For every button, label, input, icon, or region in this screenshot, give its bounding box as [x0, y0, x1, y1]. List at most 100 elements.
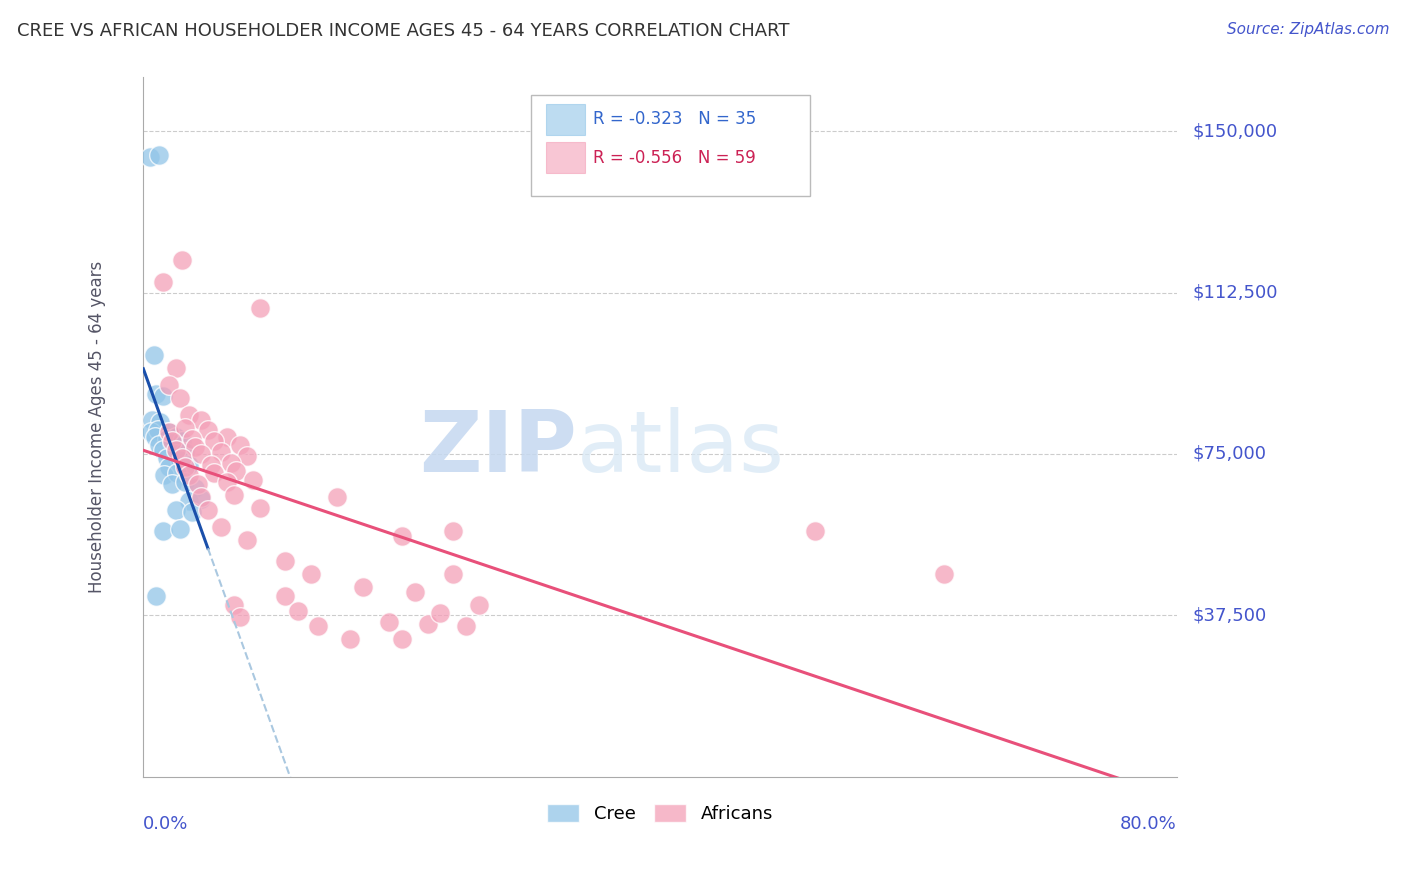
- Text: ZIP: ZIP: [419, 407, 578, 490]
- Point: [249, 301, 271, 315]
- Point: [148, 148, 170, 162]
- Point: [172, 434, 194, 448]
- Point: [173, 459, 195, 474]
- Point: [222, 488, 245, 502]
- Point: [169, 391, 191, 405]
- Point: [217, 475, 239, 489]
- Point: [181, 505, 204, 519]
- Point: [173, 421, 195, 435]
- Text: Source: ZipAtlas.com: Source: ZipAtlas.com: [1226, 22, 1389, 37]
- Point: [177, 494, 200, 508]
- Point: [143, 430, 166, 444]
- Text: R = -0.323   N = 35: R = -0.323 N = 35: [593, 111, 756, 128]
- Point: [326, 490, 349, 504]
- Text: atlas: atlas: [578, 407, 786, 490]
- Point: [173, 475, 195, 489]
- Point: [145, 589, 167, 603]
- Point: [149, 415, 172, 429]
- Point: [441, 524, 464, 539]
- Point: [229, 438, 252, 452]
- Point: [165, 360, 187, 375]
- Point: [225, 464, 247, 478]
- Point: [429, 606, 451, 620]
- Point: [155, 451, 177, 466]
- Point: [249, 500, 271, 515]
- FancyBboxPatch shape: [547, 143, 585, 173]
- Point: [187, 477, 209, 491]
- Point: [165, 447, 187, 461]
- Point: [141, 412, 163, 426]
- Point: [166, 467, 188, 481]
- Point: [287, 604, 309, 618]
- Point: [200, 458, 222, 472]
- Point: [377, 615, 399, 629]
- Point: [197, 423, 219, 437]
- Point: [169, 522, 191, 536]
- Point: [209, 444, 232, 458]
- Point: [352, 580, 374, 594]
- Point: [299, 567, 322, 582]
- Point: [274, 589, 297, 603]
- FancyBboxPatch shape: [547, 104, 585, 135]
- Point: [190, 412, 212, 426]
- Point: [165, 430, 187, 444]
- Point: [157, 425, 180, 440]
- Point: [229, 610, 252, 624]
- Point: [152, 275, 174, 289]
- Point: [139, 150, 162, 164]
- Point: [391, 529, 413, 543]
- Point: [142, 348, 165, 362]
- Point: [139, 425, 162, 440]
- Point: [222, 598, 245, 612]
- Point: [172, 253, 194, 268]
- Point: [148, 438, 170, 452]
- Point: [441, 567, 464, 582]
- Point: [456, 619, 478, 633]
- Point: [177, 468, 200, 483]
- Legend: Cree, Africans: Cree, Africans: [540, 797, 780, 830]
- Point: [184, 441, 207, 455]
- Text: 80.0%: 80.0%: [1121, 815, 1177, 833]
- Point: [242, 473, 264, 487]
- Point: [468, 598, 491, 612]
- Point: [307, 619, 329, 633]
- Text: $112,500: $112,500: [1192, 284, 1278, 301]
- Point: [153, 468, 176, 483]
- Point: [160, 434, 183, 448]
- Point: [181, 432, 204, 446]
- Point: [339, 632, 361, 646]
- Point: [165, 503, 187, 517]
- Point: [177, 408, 200, 422]
- Point: [160, 436, 183, 450]
- Point: [152, 442, 174, 457]
- Point: [152, 389, 174, 403]
- Text: 0.0%: 0.0%: [143, 815, 188, 833]
- Point: [184, 481, 207, 495]
- Point: [235, 449, 257, 463]
- Point: [169, 453, 191, 467]
- Point: [235, 533, 257, 547]
- Point: [197, 503, 219, 517]
- Text: Householder Income Ages 45 - 64 years: Householder Income Ages 45 - 64 years: [87, 260, 105, 593]
- Point: [391, 632, 413, 646]
- Point: [157, 459, 180, 474]
- Text: CREE VS AFRICAN HOUSEHOLDER INCOME AGES 45 - 64 YEARS CORRELATION CHART: CREE VS AFRICAN HOUSEHOLDER INCOME AGES …: [17, 22, 789, 40]
- Point: [190, 492, 212, 507]
- Point: [219, 456, 242, 470]
- Point: [173, 444, 195, 458]
- Text: $150,000: $150,000: [1192, 122, 1277, 140]
- Text: R = -0.556   N = 59: R = -0.556 N = 59: [593, 149, 755, 167]
- Point: [416, 616, 439, 631]
- Point: [146, 423, 169, 437]
- Point: [160, 477, 183, 491]
- Point: [177, 458, 200, 472]
- Point: [190, 490, 212, 504]
- Point: [934, 567, 956, 582]
- FancyBboxPatch shape: [531, 95, 810, 196]
- Point: [145, 386, 167, 401]
- Text: $37,500: $37,500: [1192, 607, 1267, 624]
- Point: [157, 378, 180, 392]
- Point: [165, 442, 187, 457]
- Point: [202, 434, 225, 448]
- Text: $75,000: $75,000: [1192, 445, 1267, 463]
